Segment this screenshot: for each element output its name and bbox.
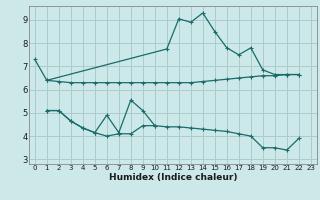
X-axis label: Humidex (Indice chaleur): Humidex (Indice chaleur) — [108, 173, 237, 182]
